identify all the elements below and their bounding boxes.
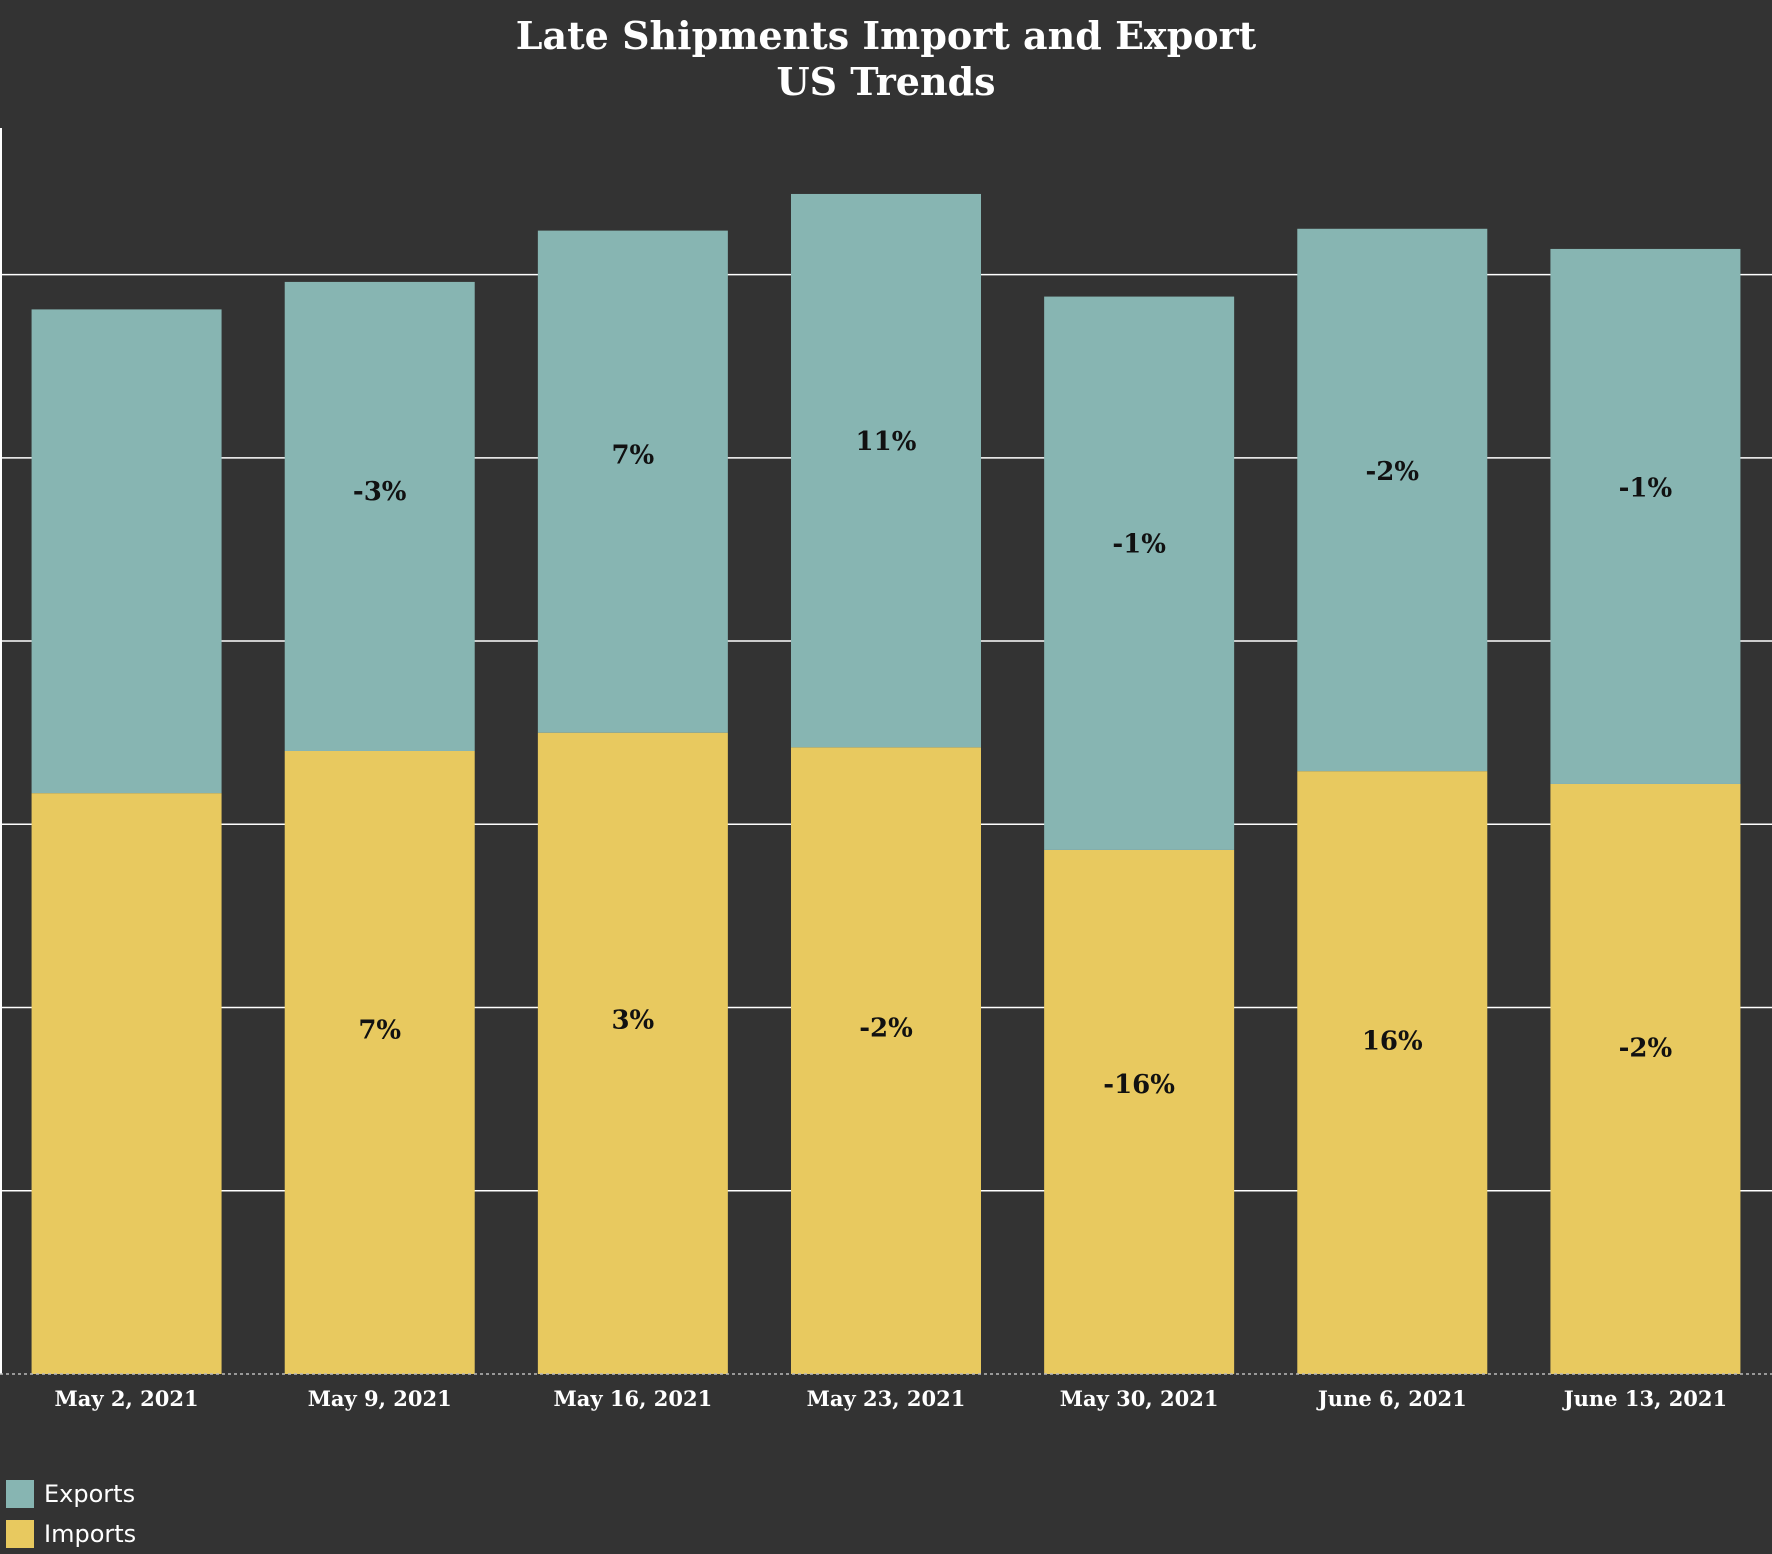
bar-exports-2[interactable]	[284, 281, 475, 751]
bar-exports-4[interactable]	[791, 193, 981, 748]
bar-imports-1[interactable]	[31, 793, 222, 1374]
data-label-imports-3: 3%	[611, 1005, 654, 1035]
bar-imports-3[interactable]	[537, 732, 728, 1374]
x-axis: May 2, 2021 May 9, 2021 May 16, 2021 May 23…	[0, 128, 1772, 1411]
bar-exports-5[interactable]	[1044, 296, 1235, 850]
bar-exports-7[interactable]	[1550, 248, 1741, 784]
data-label-imports-5: -16%	[1103, 1070, 1175, 1100]
bar-imports-4[interactable]	[791, 747, 981, 1374]
legend-item-imports[interactable]: Imports	[6, 1514, 136, 1554]
bar-imports-5[interactable]	[1044, 849, 1235, 1374]
bar-imports-2[interactable]	[284, 751, 475, 1374]
data-label-exports-4: 11%	[856, 427, 917, 457]
x-tick-label-5: May 30, 2021	[1060, 1386, 1219, 1411]
legend-swatch-imports	[6, 1520, 34, 1548]
bar-imports-7[interactable]	[1550, 783, 1741, 1374]
legend-swatch-exports	[6, 1480, 34, 1508]
bar-exports-6[interactable]	[1297, 228, 1488, 772]
x-tick-label-4: May 23, 2021	[807, 1386, 966, 1411]
legend-item-exports[interactable]: Exports	[6, 1474, 136, 1514]
chart-title: Late Shipments Import and Export	[515, 13, 1257, 58]
x-tick-label-6: June 6, 2021	[1316, 1386, 1467, 1411]
data-label-imports-6: 16%	[1362, 1026, 1423, 1056]
legend-label-imports: Imports	[44, 1520, 137, 1548]
bars	[31, 193, 1741, 1374]
data-label-exports-3: 7%	[611, 441, 654, 471]
data-label-imports-2: 7%	[358, 1015, 401, 1045]
bar-exports-3[interactable]	[537, 230, 728, 733]
x-tick-label-3: May 16, 2021	[554, 1386, 713, 1411]
legend: Exports Imports	[6, 1474, 136, 1554]
x-tick-label-2: May 9, 2021	[308, 1386, 452, 1411]
chart-subtitle: US Trends	[776, 59, 996, 104]
bar-exports-1[interactable]	[31, 309, 222, 794]
data-label-exports-5: -1%	[1112, 530, 1166, 560]
bar-imports-6[interactable]	[1297, 771, 1488, 1374]
data-label-exports-2: -3%	[353, 477, 407, 507]
x-tick-label-7: June 13, 2021	[1562, 1386, 1727, 1411]
legend-label-exports: Exports	[44, 1480, 136, 1508]
data-labels: 7% -3% 3% 7% -2% 11% -16% -1% 16% -2% -2% -1%	[353, 427, 1673, 1100]
data-label-exports-7: -1%	[1619, 474, 1673, 504]
x-tick-label-1: May 2, 2021	[55, 1386, 199, 1411]
stacked-bar-chart: 7% -3% 3% 7% -2% 11% -16% -1% 16% -2% -2% -1% May 2…	[0, 128, 1772, 1411]
data-label-imports-4: -2%	[859, 1013, 913, 1043]
data-label-imports-7: -2%	[1619, 1033, 1673, 1063]
data-label-exports-6: -2%	[1365, 457, 1419, 487]
